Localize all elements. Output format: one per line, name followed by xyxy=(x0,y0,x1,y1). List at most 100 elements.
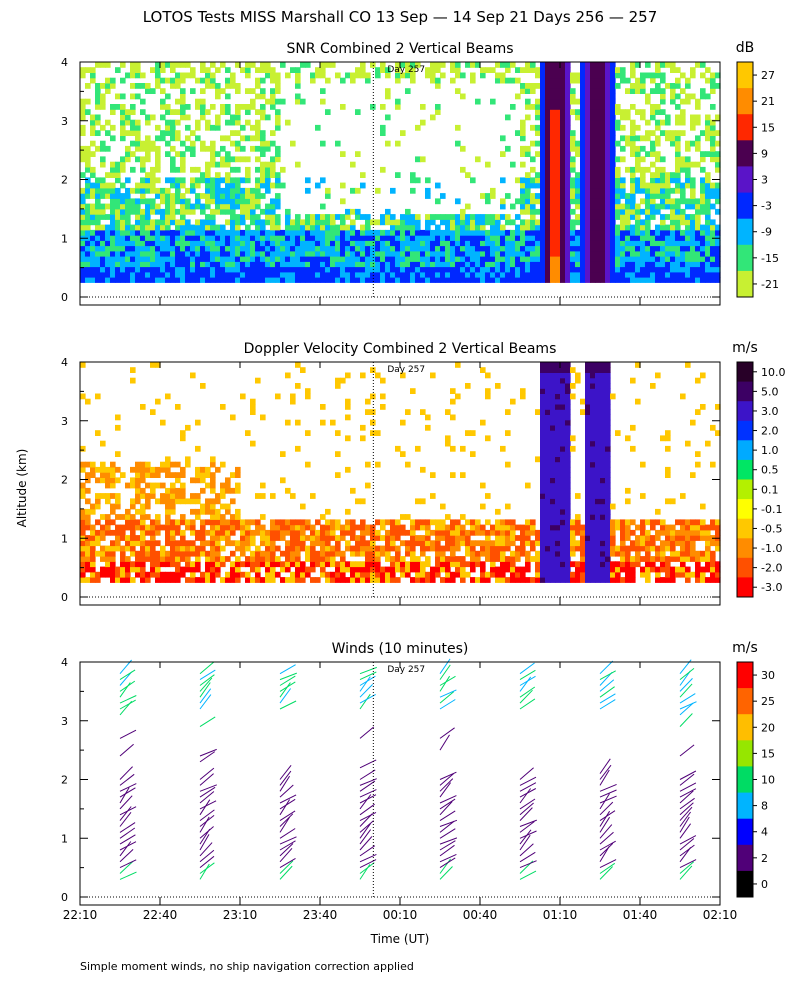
velocity-cell xyxy=(305,430,311,436)
velocity-cell xyxy=(555,409,561,415)
snr-cell xyxy=(90,271,96,278)
velocity-cell xyxy=(80,524,86,531)
velocity-cell xyxy=(565,362,571,368)
snr-cell xyxy=(710,130,716,136)
snr-cell xyxy=(195,119,201,126)
velocity-cell xyxy=(175,524,181,531)
snr-cell xyxy=(185,271,191,278)
snr-cell xyxy=(630,67,636,73)
velocity-cell xyxy=(270,540,276,547)
snr-cell xyxy=(260,177,266,184)
snr-cell xyxy=(235,83,241,89)
velocity-cell xyxy=(90,577,96,583)
velocity-cell xyxy=(505,519,511,526)
snr-cell xyxy=(560,145,566,152)
snr-cell xyxy=(460,240,466,247)
snr-cell xyxy=(705,203,711,210)
snr-cell xyxy=(605,72,611,79)
snr-cell xyxy=(85,151,91,157)
snr-cell xyxy=(135,182,141,189)
velocity-cell xyxy=(375,519,381,526)
snr-cell xyxy=(460,261,466,268)
snr-cell xyxy=(605,187,611,194)
velocity-cell xyxy=(95,493,101,499)
velocity-cell xyxy=(215,514,221,520)
snr-cell xyxy=(190,88,196,94)
velocity-cell xyxy=(350,577,356,583)
snr-cell xyxy=(675,145,681,152)
snr-cell xyxy=(585,187,591,194)
snr-cell xyxy=(260,261,266,268)
snr-cell xyxy=(220,88,226,94)
snr-cell xyxy=(275,83,281,89)
snr-cell xyxy=(235,187,241,194)
velocity-cell xyxy=(155,556,161,562)
snr-cell xyxy=(660,250,666,257)
snr-cell xyxy=(355,261,361,268)
velocity-cell xyxy=(595,430,601,436)
snr-cell xyxy=(570,93,576,100)
velocity-cell xyxy=(585,419,591,426)
snr-cell xyxy=(165,256,171,262)
velocity-cell xyxy=(135,472,141,478)
snr-cell xyxy=(395,277,401,283)
velocity-cell xyxy=(285,487,291,494)
velocity-cell xyxy=(365,540,371,547)
velocity-cell xyxy=(165,472,171,478)
snr-cell xyxy=(340,104,346,110)
snr-cell xyxy=(110,187,116,194)
snr-cell xyxy=(125,235,131,241)
snr-cell xyxy=(595,219,601,226)
velocity-cell xyxy=(410,561,416,568)
velocity-cell xyxy=(120,556,126,562)
velocity-cell xyxy=(600,540,606,547)
velocity-cell xyxy=(430,472,436,478)
snr-cell xyxy=(590,182,596,189)
snr-cell xyxy=(545,203,551,210)
colorbar-label: -15 xyxy=(761,252,779,265)
velocity-cell xyxy=(235,545,241,552)
velocity-cell xyxy=(220,514,226,520)
velocity-cell xyxy=(505,556,511,562)
snr-cell xyxy=(705,224,711,231)
velocity-cell xyxy=(80,577,86,583)
velocity-cell xyxy=(590,561,596,568)
snr-cell xyxy=(560,98,566,105)
snr-cell xyxy=(560,203,566,210)
snr-cell xyxy=(550,229,556,236)
velocity-cell xyxy=(530,529,536,536)
snr-cell xyxy=(350,277,356,283)
snr-cell xyxy=(205,250,211,257)
snr-cell xyxy=(225,261,231,268)
snr-cell xyxy=(570,145,576,152)
snr-cell xyxy=(540,135,546,142)
snr-cell xyxy=(175,77,181,84)
velocity-cell xyxy=(495,545,501,552)
snr-cell xyxy=(325,109,331,115)
snr-cell xyxy=(295,240,301,247)
snr-cell xyxy=(145,240,151,247)
snr-cell xyxy=(175,83,181,89)
snr-cell xyxy=(505,261,511,268)
velocity-cell xyxy=(445,435,451,442)
snr-cell xyxy=(630,72,636,79)
velocity-cell xyxy=(295,577,301,583)
velocity-cell xyxy=(325,529,331,536)
snr-cell xyxy=(585,161,591,168)
velocity-cell xyxy=(200,571,206,578)
snr-cell xyxy=(205,235,211,241)
snr-cell xyxy=(585,203,591,210)
velocity-cell xyxy=(230,540,236,547)
snr-cell xyxy=(170,67,176,73)
velocity-cell xyxy=(290,540,296,547)
snr-cell xyxy=(590,77,596,84)
velocity-cell xyxy=(550,367,556,373)
snr-cell xyxy=(625,240,631,247)
snr-cell xyxy=(645,224,651,231)
snr-cell xyxy=(400,277,406,283)
velocity-cell xyxy=(590,556,596,562)
snr-cell xyxy=(615,187,621,194)
snr-cell xyxy=(655,250,661,257)
snr-cell xyxy=(255,145,261,152)
snr-cell xyxy=(645,235,651,241)
